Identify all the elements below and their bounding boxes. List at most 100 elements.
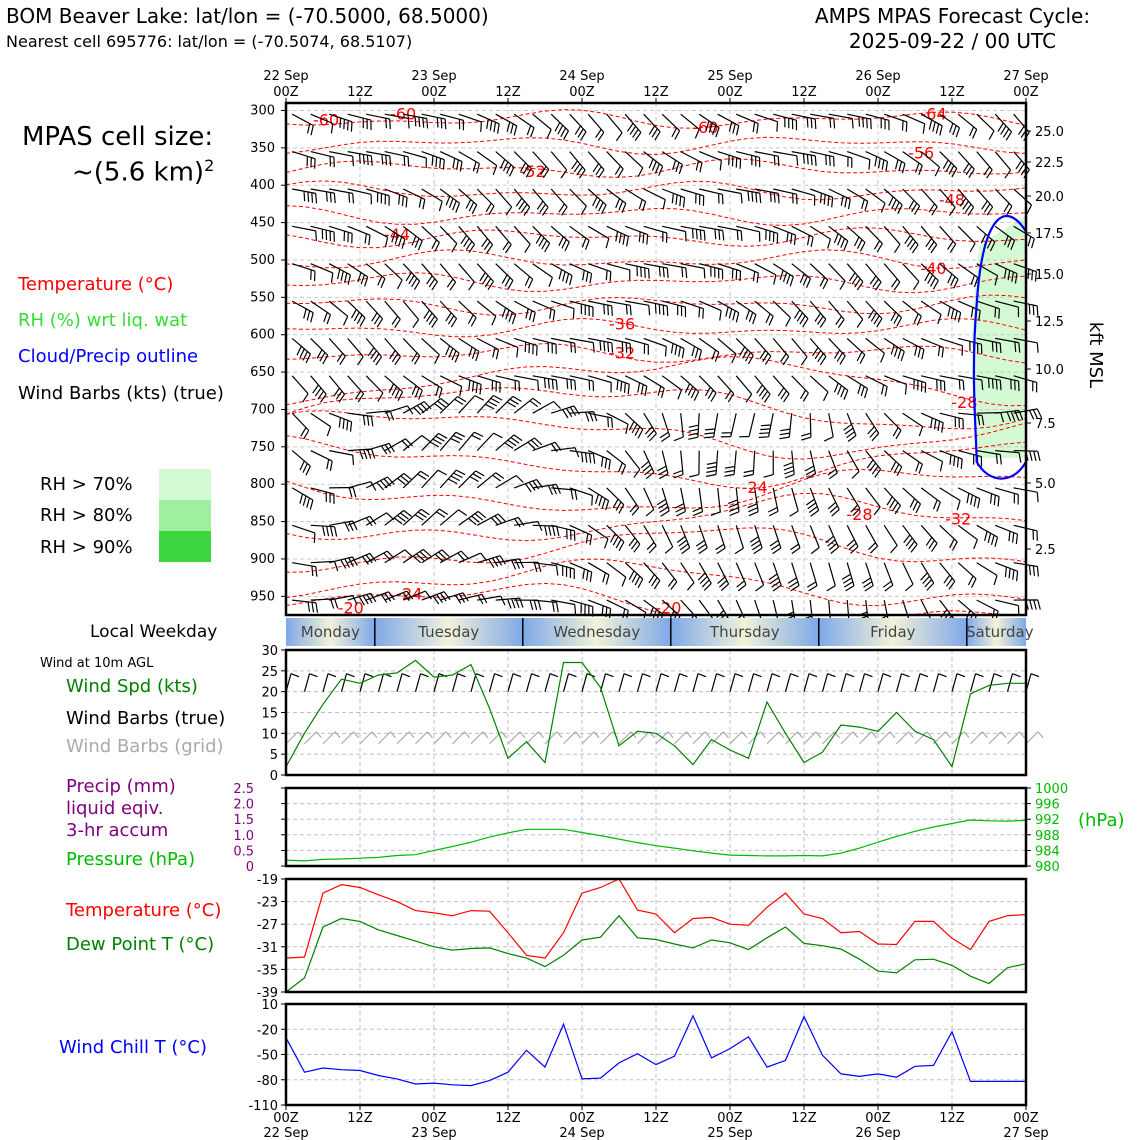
wind-barb [402,590,432,601]
wind-barb [347,188,372,205]
temperature-contour [285,343,1027,364]
wind-barb [672,450,684,479]
wind-barb [458,431,484,451]
wind-barb [976,300,1000,319]
wind-barb [754,225,779,244]
wind-barb [569,263,593,284]
wind-barb [643,188,666,210]
wind-barb [421,375,443,399]
wind-barb [569,300,594,318]
wind-barb [676,525,691,555]
wind-barb-grid [729,731,748,745]
wind-barb [995,375,1020,392]
wind-barb [569,188,587,216]
wind-barb [440,592,469,604]
wind-barb [421,337,440,364]
wind-barb [754,337,772,365]
wind-barb [365,225,389,248]
wind-barb [329,188,355,204]
wind-barb [402,188,426,210]
wind-barb [495,337,519,358]
ytick-label-right: 2.5 [1035,543,1056,558]
temperature-contour-label: -20 [338,599,364,618]
xtick-hour-top: 12Z [939,85,965,100]
wind-barb [828,225,849,251]
wind-barb [439,550,469,564]
wind-barb [384,113,410,129]
wind-barb-true [932,673,947,692]
wind-barb [921,375,946,392]
wind-barb [495,474,524,489]
wind-barb [458,375,482,395]
wind-barb [624,188,647,212]
wind-barb [680,151,703,173]
wind-barb [976,188,994,216]
wind-barb [310,337,329,365]
wind-barb [402,263,421,291]
wind-barb [551,599,577,615]
wind-barb-true [858,673,873,692]
wind-barb [790,525,801,555]
wind-barb-grid [748,731,766,745]
nearest-cell-info: Nearest cell 695776: lat/lon = (-70.5074… [6,32,413,51]
panel-frame [284,648,1028,777]
temperature-contour [285,387,1027,430]
wind-barb [588,412,613,428]
wind-barb [680,562,695,591]
wind-barb [773,188,798,205]
wind-barb [846,375,869,399]
wind-barb [865,525,879,554]
temperature-line [285,878,1027,959]
wind-barb [994,188,1013,216]
wind-barb [458,337,480,362]
wind-barb-true [655,673,670,692]
wind-barb [743,450,756,478]
wind-barb [976,375,1002,391]
wind-barb [804,450,817,480]
wind-barb [920,524,938,552]
legend-wind-barbs-grid: Wind Barbs (grid) [66,736,224,757]
wind-barb [865,113,890,131]
wind-barb [292,524,316,543]
wind-barb [789,487,799,517]
wind-barb [328,337,346,365]
wind-barb [957,487,981,509]
xtick-date-bottom: 22 Sep [263,1126,308,1140]
pressure-ytick-label: 980 [1035,860,1060,875]
wind-barb-grid [396,731,415,745]
weekday-label: Local Weekday [90,622,218,642]
wind-barb [783,450,795,479]
wind-barb [843,412,857,442]
wind-barb [846,300,864,328]
wind-barb [550,113,570,140]
wind-barb-true [581,673,596,692]
wind-barb [421,432,448,452]
wind-barb [705,450,719,477]
wind-barb [365,476,395,491]
wind-barb [477,555,506,569]
wind-barb [347,375,365,403]
wind-barb [994,263,1018,284]
wind-barb [550,263,573,286]
panel-frame [284,786,1028,868]
wind-barb [624,151,644,177]
xtick-hour-bottom: 00Z [273,1111,299,1126]
legend-dew-point: Dew Point T (°C) [66,934,215,955]
wind-barb [624,524,641,553]
wind-barb-grid [618,731,637,745]
wind-barb [976,524,999,547]
wind-barb [384,225,406,249]
wind-barb [958,375,984,391]
wind-barb [773,151,799,166]
wind-barb [995,450,1022,463]
wind-barb-true [1025,673,1040,692]
wind-barb [310,412,332,437]
wind-barb [569,411,598,422]
wind-barb [421,151,445,170]
weekday-band [374,618,523,646]
wind-barb [551,447,580,458]
wind-barb [920,263,939,290]
wind-barb-grid [433,731,452,745]
wind-barb [902,263,920,291]
